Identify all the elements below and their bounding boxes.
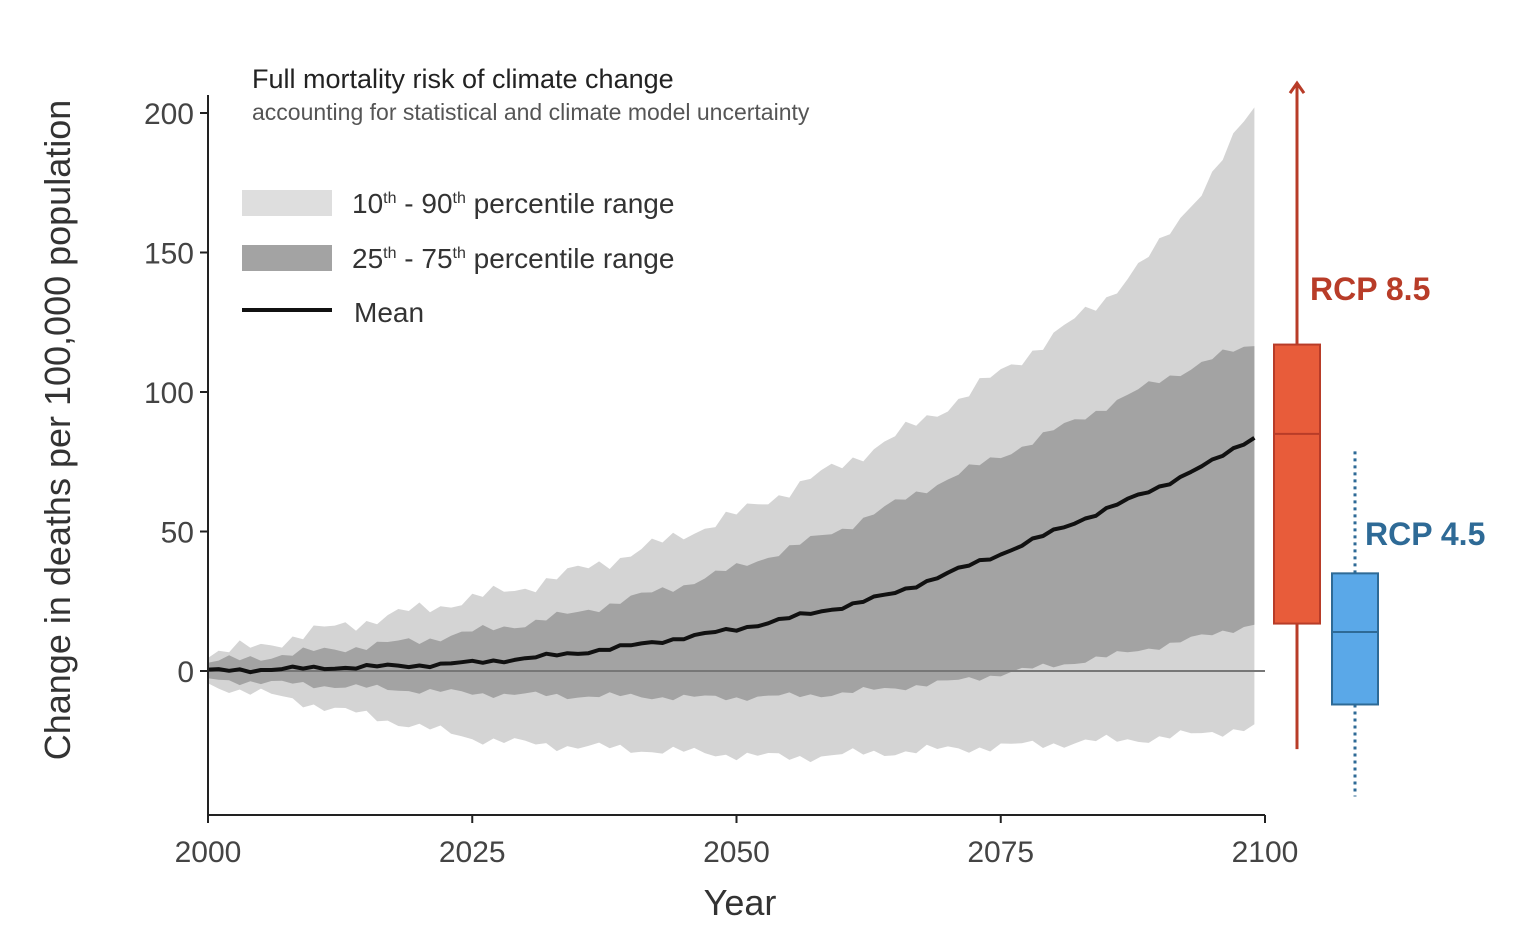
x-tick-label: 2050: [703, 836, 770, 869]
rcp-8-5-box: [1273, 343, 1321, 625]
chart-subtitle: accounting for statistical and climate m…: [252, 99, 810, 125]
legend-label-p10-p90: 10th - 90th percentile range: [352, 188, 674, 219]
chart-title: Full mortality risk of climate change: [252, 64, 674, 94]
legend: 10th - 90th percentile range 25th - 75th…: [242, 188, 674, 328]
x-tick-label: 2025: [439, 836, 506, 869]
legend-label-p25-p75: 25th - 75th percentile range: [352, 243, 674, 274]
x-tick-label: 2000: [175, 836, 242, 869]
rcp-8-5-arrow-icon: [1288, 80, 1306, 94]
y-tick-label: 50: [161, 517, 194, 550]
y-tick-label: 200: [144, 98, 194, 131]
band-p25-p75: [208, 346, 1255, 701]
mean-line: [207, 436, 1256, 675]
x-tick-label: 2075: [967, 836, 1034, 869]
mean-group: [207, 436, 1256, 675]
bands: [208, 107, 1255, 763]
y-axis-title: Change in deaths per 100,000 population: [37, 100, 78, 761]
legend-swatch-p25-p75: [242, 245, 332, 271]
rcp-4-5-box: [1331, 572, 1379, 706]
x-axis-title: Year: [704, 882, 777, 923]
axes: 0 50 100 150 200 2000 2025 2050 2075 2100: [144, 95, 1298, 869]
y-tick-label: 150: [144, 238, 194, 271]
y-tick-label: 0: [177, 656, 194, 689]
legend-swatch-p10-p90: [242, 190, 332, 216]
rcp-4-5-label: RCP 4.5: [1365, 516, 1485, 552]
y-tick-label: 100: [144, 377, 194, 410]
boxplots: RCP 8.5 RCP 4.5: [1273, 80, 1485, 797]
x-tick-label: 2100: [1232, 836, 1299, 869]
legend-label-mean: Mean: [354, 297, 424, 328]
rcp-8-5-label: RCP 8.5: [1310, 271, 1430, 307]
